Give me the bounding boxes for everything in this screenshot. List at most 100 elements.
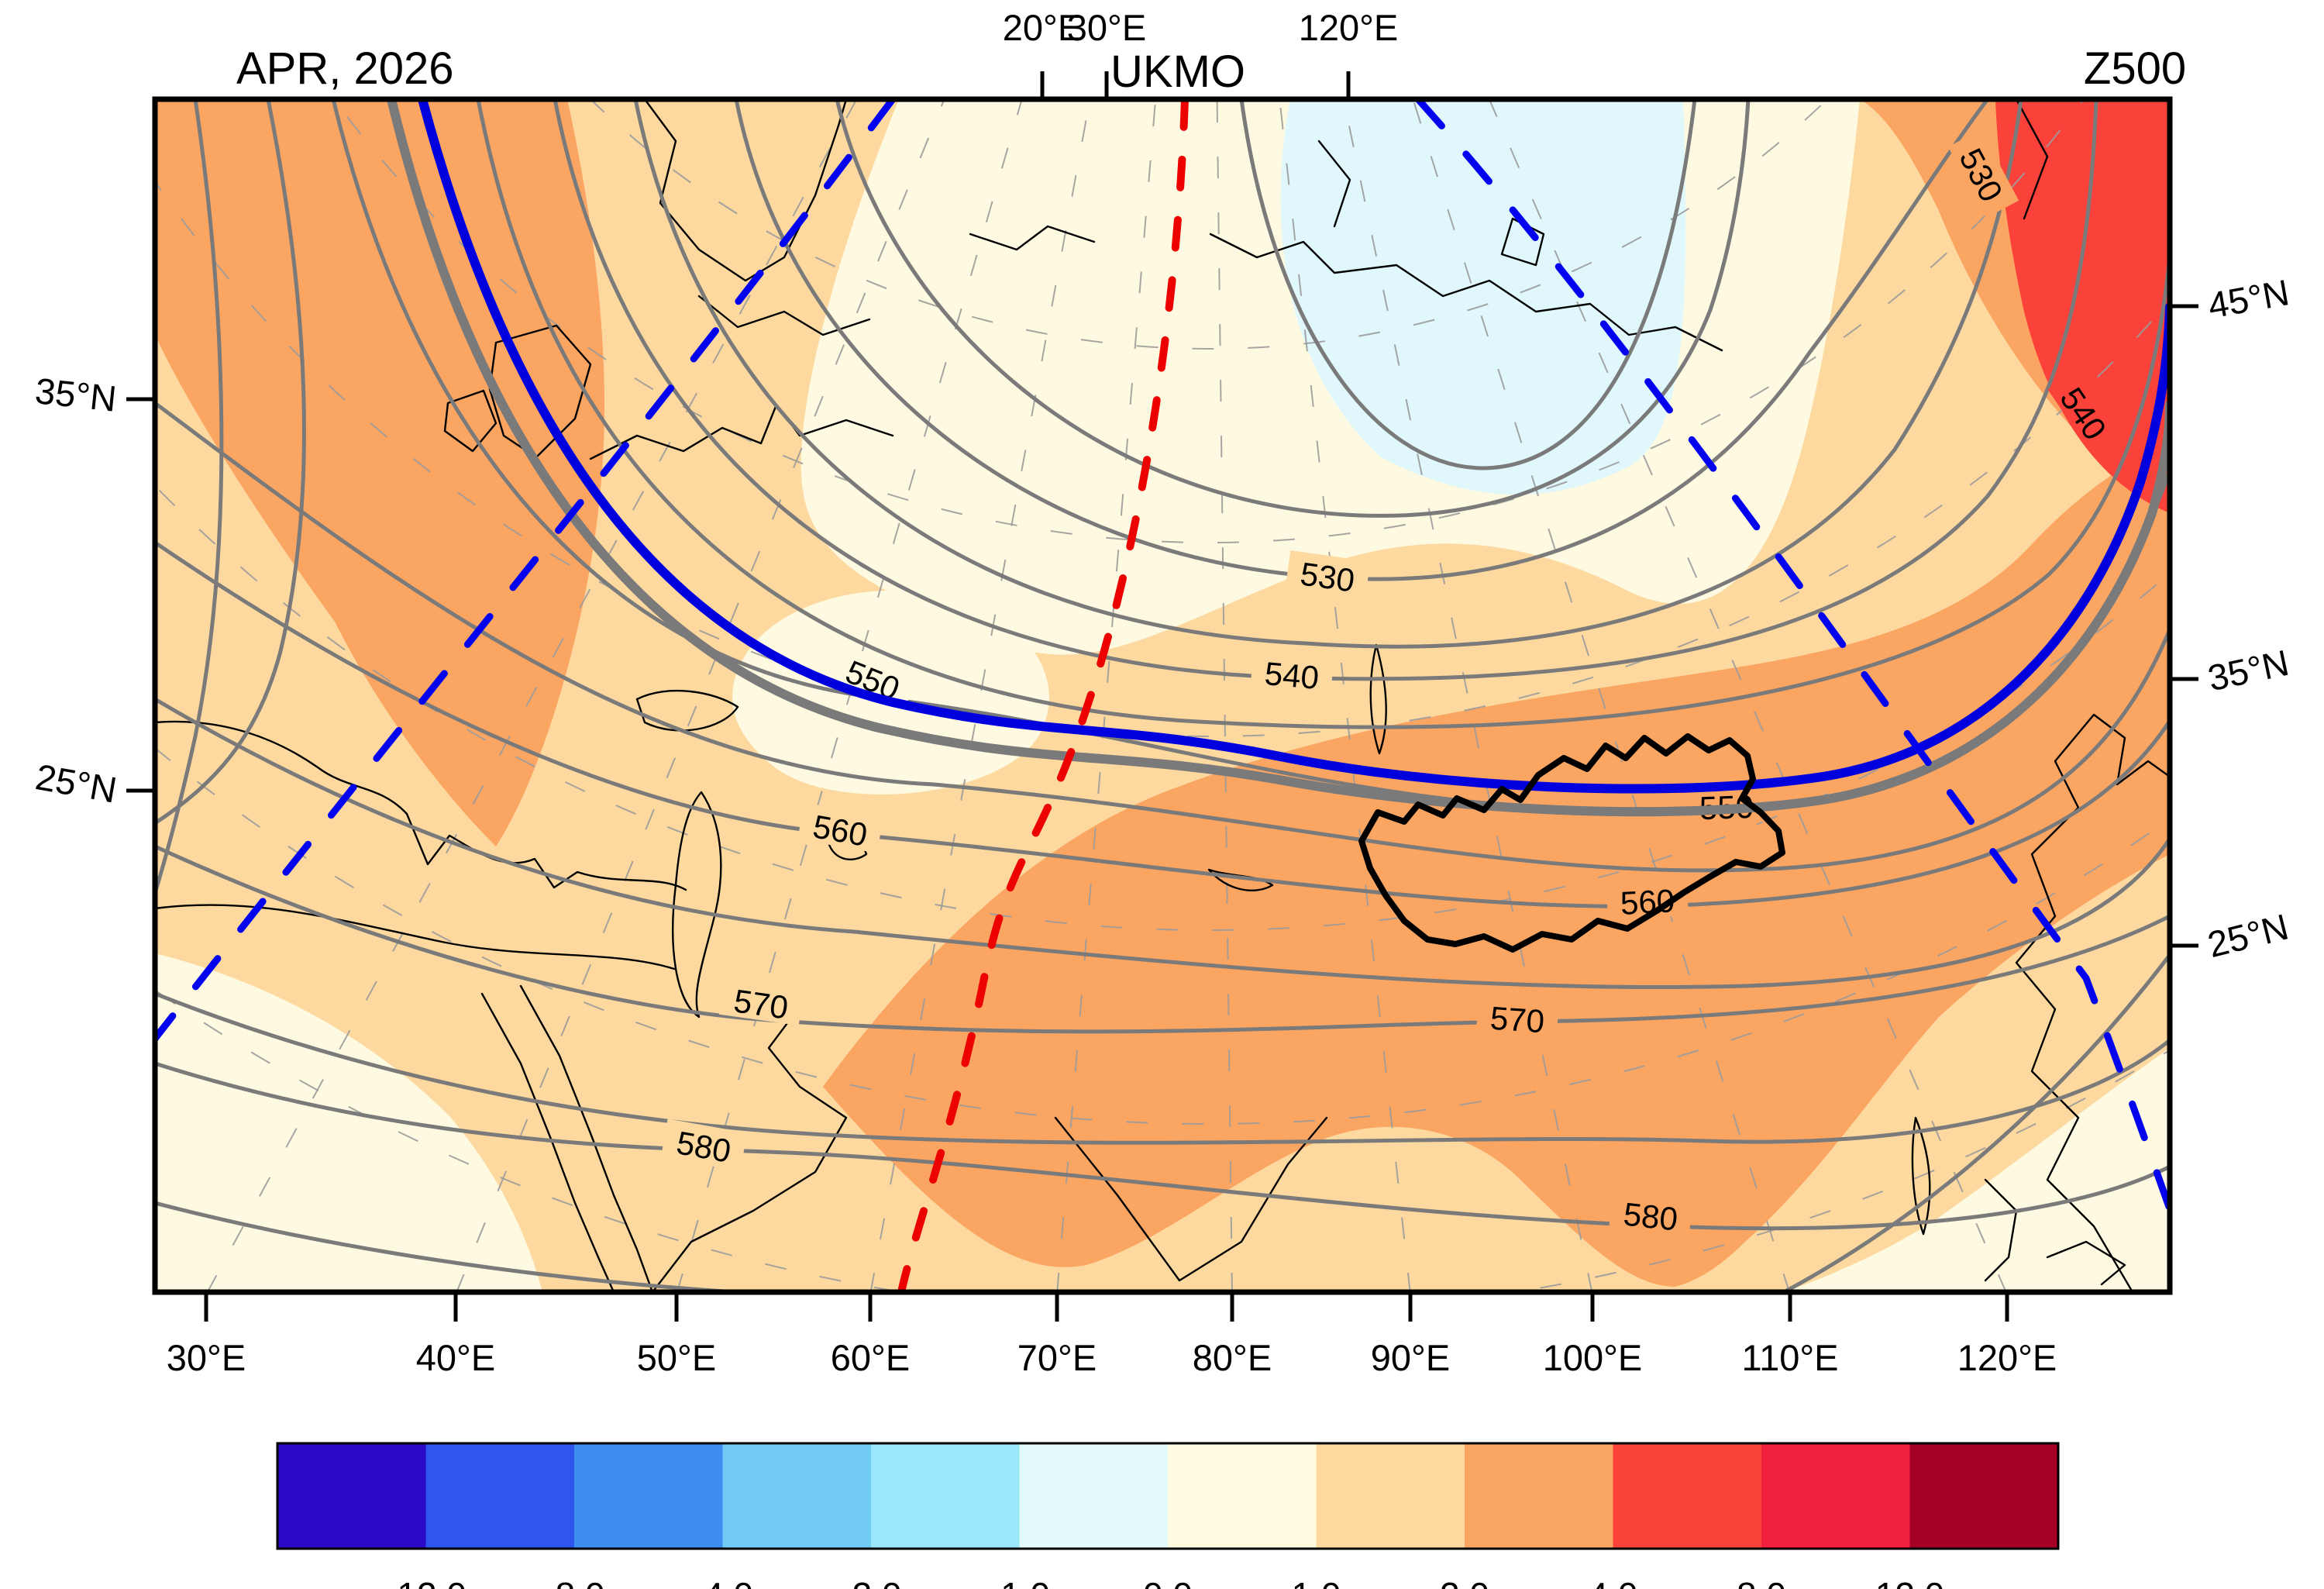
coastline	[519, 984, 654, 1292]
contour-label-mask	[1285, 550, 1371, 599]
colorbar-cell	[574, 1443, 723, 1549]
contour-label-mask	[829, 645, 918, 711]
colorbar-tick-label: 8.0	[1737, 1575, 1786, 1589]
colorbar-cell	[722, 1443, 872, 1549]
bottom-axis-label: 30°E	[167, 1337, 246, 1378]
height-contour-line	[155, 991, 2170, 1145]
anomaly-fill-cream-bottomright	[1784, 1048, 2170, 1292]
anomaly-fill-orange-europe	[155, 99, 605, 846]
contour-label: 540	[1250, 650, 1334, 696]
bottom-axis-label: 70°E	[1017, 1337, 1097, 1378]
coastline	[1317, 140, 1351, 228]
coastline	[635, 689, 739, 732]
colorbar-cell	[1019, 1443, 1169, 1549]
contour-label: 560	[797, 802, 884, 853]
title-variable: Z500	[2084, 43, 2186, 94]
colorbar-legend: -12.0 -8.0 -4.0 -2.0 -1.0 0.0 1.0 2.0 4.0 8.0 12.0	[276, 1442, 2060, 1589]
coastline	[1984, 1178, 2018, 1282]
coastline	[1207, 868, 1274, 891]
height-contour-line	[1239, 99, 1697, 470]
contour-label-mask	[1475, 995, 1559, 1039]
colorbar-tick-label: 12.0	[1875, 1575, 1945, 1589]
graticule-line	[869, 99, 1091, 1292]
contour-label-text: 570	[732, 982, 790, 1025]
bottom-axis-label: 80°E	[1193, 1337, 1272, 1378]
top-axis-label: 30°E	[1067, 7, 1146, 48]
height-contour-line	[835, 99, 1751, 518]
colorbar-cell	[1168, 1443, 1317, 1549]
anomaly-fill-lightblue-topcenter	[1280, 99, 1686, 495]
colorbar-cell	[1316, 1443, 1465, 1549]
contour-label: 570	[1475, 995, 1559, 1040]
contour-label-mask	[797, 802, 884, 853]
map-frame	[152, 96, 2173, 1295]
colorbar-cell	[1909, 1443, 2059, 1549]
colorbar-border	[276, 1442, 2060, 1550]
contour-label-text: 580	[1622, 1195, 1680, 1237]
coastline	[672, 791, 722, 1019]
colorbar-tick-label: -12.0	[385, 1575, 467, 1589]
bottom-axis-label: 100°E	[1543, 1337, 1643, 1378]
graticule-line	[589, 99, 1829, 350]
colorbar-cell	[425, 1443, 575, 1549]
contour-label-mask	[1609, 1191, 1693, 1237]
axes: 20°E30°E 120°E30°E 40°E 50°E 60°E 70°E 80°E 90°…	[33, 7, 2292, 1378]
coastline	[643, 99, 848, 282]
right-axis-label: 35°N	[2204, 642, 2292, 699]
height-contour-line	[155, 401, 2170, 873]
blue-dashed-line-right	[1414, 99, 2170, 1213]
graticule	[155, 99, 2170, 1292]
colorbar-tick-label: -1.0	[989, 1575, 1050, 1589]
height-contour-line	[155, 1061, 2170, 1231]
anomaly-fill-orange-central	[823, 443, 2170, 1287]
top-axis-label: 120°E	[1299, 7, 1399, 48]
coastline	[1500, 217, 1545, 267]
height-contour-line	[734, 99, 1990, 581]
coastline	[969, 225, 1096, 251]
contour-label-mask	[2047, 368, 2124, 457]
contour-label: 580	[661, 1119, 748, 1170]
contour-label-mask	[718, 977, 804, 1026]
coastline	[2015, 99, 2049, 220]
contour-label-text: 540	[1263, 655, 1320, 696]
colorbar-tick-label: -4.0	[692, 1575, 753, 1589]
coastline	[480, 992, 615, 1292]
title-model: UKMO	[1110, 47, 1245, 97]
contour-label: 580	[1609, 1191, 1693, 1238]
contour-label: 530	[1947, 129, 2019, 219]
height-contour-line	[476, 99, 2170, 729]
graticule-line	[456, 99, 945, 1292]
height-contour-line	[155, 99, 224, 895]
coastline	[2046, 1240, 2126, 1286]
colorbar-tick-label: 4.0	[1589, 1575, 1638, 1589]
coastline	[443, 389, 498, 453]
contour-label: 530	[1285, 550, 1371, 599]
bottom-axis-label: 120°E	[1957, 1337, 2057, 1378]
top-axis-label: 20°E	[1003, 7, 1082, 48]
contour-label-mask	[1250, 650, 1334, 695]
coastline	[651, 1015, 848, 1292]
height-contour-line	[1782, 953, 2170, 1292]
coastline	[155, 720, 687, 891]
contour-label-mask	[1947, 129, 2019, 219]
coastline	[589, 403, 894, 460]
height-contour-line	[155, 697, 2170, 990]
colorbar-tick-label: -8.0	[543, 1575, 604, 1589]
contour-label-text: 530	[1298, 555, 1357, 598]
blue-dashed-line-left	[155, 99, 897, 1043]
left-axis-label: 35°N	[33, 370, 119, 419]
contour-label-mask	[661, 1119, 748, 1170]
graticule-line	[1412, 99, 1791, 1292]
left-axis-label: 25°N	[33, 756, 120, 810]
red-dashed-line	[897, 99, 1189, 1292]
colorbar-cell	[1613, 1443, 1762, 1549]
coastline	[1054, 1116, 1328, 1282]
bottom-axis-label: 40°E	[416, 1337, 495, 1378]
colorbar-tick-label: 2.0	[1440, 1575, 1489, 1589]
contour-label-text: 570	[1489, 1000, 1545, 1040]
graticule-line	[1342, 99, 1593, 1292]
right-axis-label: 25°N	[2203, 905, 2292, 965]
